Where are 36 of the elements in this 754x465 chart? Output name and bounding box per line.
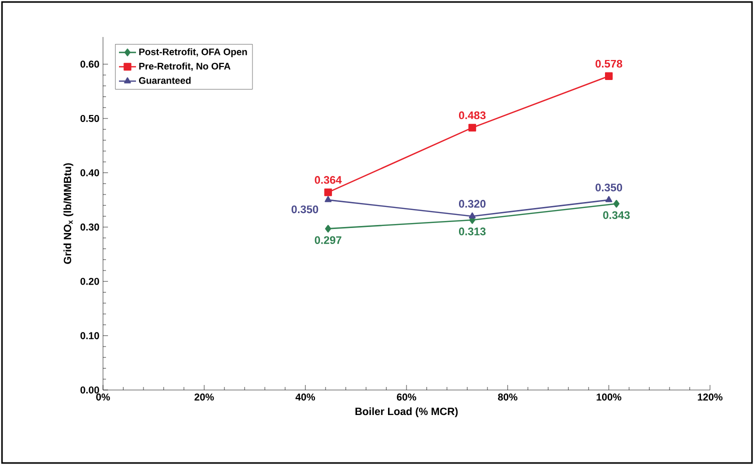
point bbox=[604, 72, 613, 80]
data-label: 0.320 bbox=[458, 200, 486, 208]
y-tick-label: 0.40 bbox=[80, 169, 100, 176]
point bbox=[325, 224, 332, 233]
data-label: 0.483 bbox=[458, 111, 486, 120]
x-tick-label: 40% bbox=[296, 394, 316, 401]
y-tick-label: 0.50 bbox=[80, 114, 100, 122]
point bbox=[468, 212, 476, 218]
y-tick-label: 0.00 bbox=[80, 386, 100, 394]
point bbox=[324, 188, 332, 196]
data-label: 0.343 bbox=[603, 211, 630, 220]
y-tick-label: 0.30 bbox=[80, 224, 100, 231]
data-label: 0.364 bbox=[314, 176, 342, 184]
point bbox=[605, 196, 612, 202]
x-axis-title: Boiler Load (% MCR) bbox=[355, 407, 458, 418]
data-label: 0.350 bbox=[292, 205, 318, 214]
x-tick-label: 80% bbox=[498, 394, 518, 401]
x-tick-label: 60% bbox=[396, 394, 416, 401]
data-label: 0.297 bbox=[314, 236, 342, 244]
point bbox=[613, 200, 620, 208]
legend-label: Post-Retrofit, OFA Open bbox=[139, 48, 247, 58]
data-label: 0.313 bbox=[458, 228, 486, 236]
y-tick-label: 0.20 bbox=[80, 278, 100, 285]
data-label: 0.578 bbox=[596, 60, 622, 68]
x-tick-label: 0% bbox=[96, 394, 110, 401]
legend-label: Pre-Retrofit, No OFA bbox=[139, 62, 230, 71]
legend-label: Guaranteed bbox=[139, 76, 191, 84]
data-label: 0.350 bbox=[596, 184, 622, 192]
point bbox=[324, 196, 332, 202]
point bbox=[468, 124, 476, 132]
x-tick-label: 100% bbox=[596, 394, 622, 401]
y-axis-title: Grid NO$_{x}$ (lb/MMBtu) bbox=[64, 163, 74, 264]
y-tick-label: 0.60 bbox=[80, 60, 100, 68]
y-tick-label: 0.10 bbox=[80, 332, 100, 340]
x-tick-label: 120% bbox=[698, 394, 722, 401]
x-tick-label: 20% bbox=[194, 394, 214, 401]
